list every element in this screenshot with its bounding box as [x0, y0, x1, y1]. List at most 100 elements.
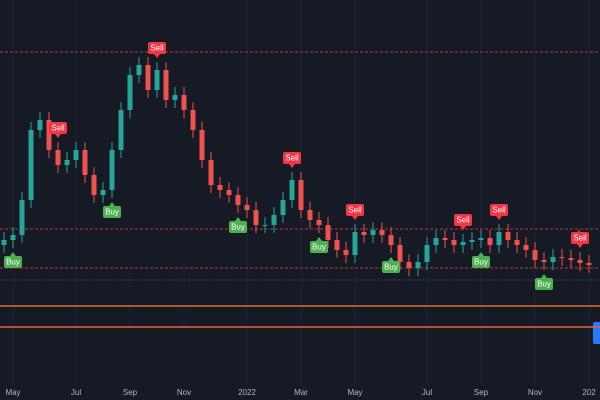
candle-body [109, 150, 115, 190]
signal-label [346, 204, 364, 216]
candle-body [1, 240, 7, 245]
candle-body [541, 260, 547, 262]
candle-body [172, 95, 178, 100]
signal-text: Buy [384, 263, 398, 272]
candle-body [586, 263, 592, 265]
candle-body [550, 257, 556, 262]
candle-body [217, 185, 223, 190]
candle-body [244, 205, 250, 210]
candle-body [82, 150, 88, 175]
signal-text: Sell [348, 206, 362, 215]
candle-body [388, 235, 394, 245]
candle-body [352, 232, 358, 255]
candle-body [73, 150, 79, 160]
candle-body [568, 258, 574, 260]
signal-label [535, 278, 553, 290]
signal-text: Buy [312, 243, 326, 252]
candle-body [280, 200, 286, 215]
candle-body [262, 225, 268, 226]
signal-arrow [316, 237, 322, 241]
candle-body [145, 65, 151, 90]
signal-arrow [496, 216, 502, 220]
candle-body [37, 120, 43, 130]
signal-arrow [460, 226, 466, 230]
candle-body [289, 180, 295, 200]
candle-body [415, 262, 421, 268]
signal-label [454, 214, 472, 226]
candle-body [469, 240, 475, 242]
candle-body [532, 250, 538, 260]
signal-arrow [541, 274, 547, 278]
candle-body [325, 225, 331, 240]
x-tick-label: Sep [474, 388, 489, 397]
candle-body [514, 240, 520, 245]
x-tick-label: 2022 [238, 388, 256, 397]
signal-label [103, 206, 121, 218]
candle-body [451, 240, 457, 245]
signal-text: Sell [51, 124, 65, 133]
candle-body [370, 230, 376, 235]
signal-arrow [109, 202, 115, 206]
candle-body [190, 110, 196, 130]
x-tick-label: Jul [422, 388, 432, 397]
candle-body [10, 235, 16, 240]
signal-text: Sell [573, 234, 587, 243]
candle-body [55, 150, 61, 165]
x-tick-label: 202 [582, 388, 596, 397]
signal-arrow [235, 217, 241, 221]
signal-label [490, 204, 508, 216]
x-tick-label: May [5, 388, 20, 397]
candle-body [442, 238, 448, 240]
candle-body [46, 120, 52, 150]
candle-body [271, 215, 277, 225]
signal-arrow [352, 216, 358, 220]
candle-body [478, 238, 484, 240]
signal-arrow [154, 54, 160, 58]
x-tick-label: Sep [123, 388, 138, 397]
candle-body [505, 232, 511, 240]
candle-body [19, 200, 25, 235]
candle-body [154, 70, 160, 90]
candle-body [136, 65, 142, 75]
x-tick-label: May [347, 388, 362, 397]
candle-body [334, 240, 340, 250]
candle-body [298, 180, 304, 210]
candle-body [361, 232, 367, 235]
candle-body [577, 260, 583, 263]
candle-body [523, 245, 529, 250]
signal-arrow [577, 244, 583, 248]
signal-label [382, 261, 400, 273]
signal-label [310, 241, 328, 253]
signal-arrow [289, 164, 295, 168]
x-tick-label: Nov [177, 388, 191, 397]
signal-text: Buy [105, 208, 119, 217]
candle-body [100, 190, 106, 195]
candle-body [496, 232, 502, 245]
candle-body [118, 110, 124, 150]
candle-body [460, 242, 466, 245]
signal-text: Sell [456, 216, 470, 225]
candle-body [406, 262, 412, 268]
signal-label [283, 152, 301, 164]
candle-body [379, 230, 385, 235]
signal-text: Sell [150, 44, 164, 53]
signal-text: Sell [285, 154, 299, 163]
candle-body [91, 175, 97, 195]
signal-text: Sell [492, 206, 506, 215]
candle-body [433, 238, 439, 245]
signal-arrow [478, 252, 484, 256]
signal-text: Buy [231, 223, 245, 232]
signal-arrow [388, 257, 394, 261]
candle-body [28, 130, 34, 200]
candle-body [307, 210, 313, 220]
candle-body [397, 245, 403, 262]
candle-body [64, 160, 70, 165]
signal-text: Buy [537, 280, 551, 289]
signal-arrow [10, 252, 16, 256]
signal-label [148, 42, 166, 54]
candle-body [181, 95, 187, 110]
signal-label [4, 256, 22, 268]
candle-body [208, 160, 214, 185]
